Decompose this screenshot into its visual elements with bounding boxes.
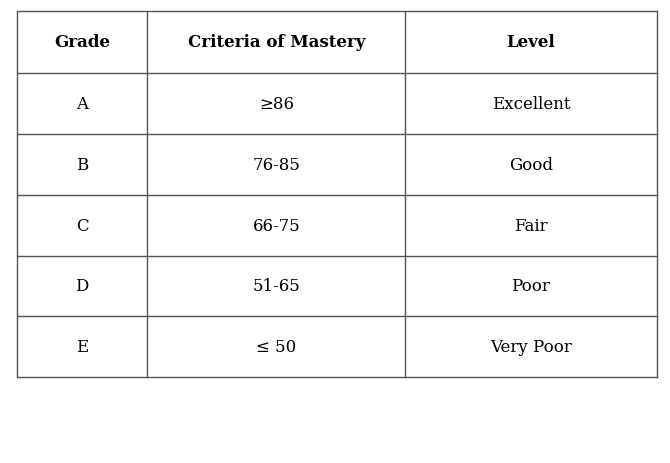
Text: Good: Good: [509, 156, 553, 174]
Text: 76-85: 76-85: [253, 156, 300, 174]
Text: 51-65: 51-65: [253, 278, 300, 295]
Text: Poor: Poor: [511, 278, 551, 295]
Text: ≤ 50: ≤ 50: [256, 338, 297, 356]
Text: Excellent: Excellent: [492, 96, 570, 113]
Text: Fair: Fair: [514, 217, 548, 234]
Text: E: E: [76, 338, 88, 356]
Text: Criteria of Mastery: Criteria of Mastery: [188, 34, 365, 51]
Text: Grade: Grade: [54, 34, 110, 51]
Text: ≥86: ≥86: [259, 96, 294, 113]
Text: Very Poor: Very Poor: [490, 338, 572, 356]
Text: B: B: [76, 156, 88, 174]
Text: 66-75: 66-75: [253, 217, 300, 234]
Text: Level: Level: [507, 34, 555, 51]
Text: C: C: [76, 217, 88, 234]
Text: D: D: [76, 278, 88, 295]
Text: A: A: [76, 96, 88, 113]
